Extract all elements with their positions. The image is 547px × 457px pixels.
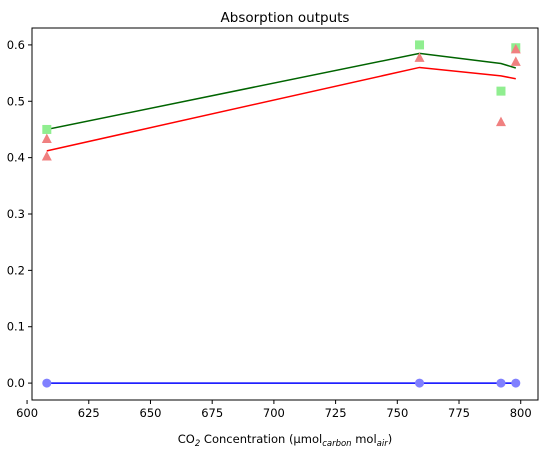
x-axis-label-end-sub: air xyxy=(377,439,389,449)
x-tick-label-700: 700 xyxy=(263,406,285,420)
circle-marker-3-1 xyxy=(42,378,52,388)
y-tick-label-0.4: 0.4 xyxy=(7,151,25,165)
x-tick-label-800: 800 xyxy=(510,406,532,420)
triangle-marker-2-4 xyxy=(495,116,506,127)
x-tick-label-725: 725 xyxy=(325,406,347,420)
y-axis-ticks: 0.0 0.1 0.2 0.3 0.4 0.5 0.6 xyxy=(7,38,32,390)
triangle-marker-2-6 xyxy=(510,56,521,66)
x-axis-label-middle: Concentration (μmol xyxy=(200,432,322,446)
marker-layer xyxy=(41,40,521,388)
x-axis-label-prefix-sub: 2 xyxy=(195,439,200,449)
y-tick-label-0.6: 0.6 xyxy=(7,38,25,52)
series-line-1 xyxy=(46,52,517,131)
x-tick-label-675: 675 xyxy=(201,406,223,420)
plot-background xyxy=(32,28,538,400)
x-axis-label-prefix: CO xyxy=(178,432,195,446)
x-tick-label-600: 600 xyxy=(16,406,38,420)
series-line-2 xyxy=(46,66,516,152)
circle-marker-3-2 xyxy=(415,378,425,388)
circle-marker-3-4 xyxy=(511,378,521,388)
x-axis-label-suffix: ) xyxy=(388,432,393,446)
triangle-marker-2-3 xyxy=(414,52,425,62)
x-axis-label-middle-sub: carbon xyxy=(322,439,351,449)
circle-marker-3-3 xyxy=(496,378,506,388)
y-tick-label-0.1: 0.1 xyxy=(7,320,25,334)
x-tick-label-625: 625 xyxy=(78,406,100,420)
triangle-marker-2-2 xyxy=(41,151,52,161)
y-tick-label-0.2: 0.2 xyxy=(7,263,25,277)
x-axis-ticks: 600 625 650 675 700 725 750 775 800 xyxy=(16,400,532,420)
x-tick-label-650: 650 xyxy=(140,406,162,420)
series-layer xyxy=(46,52,517,384)
y-tick-label-0: 0.0 xyxy=(7,376,25,390)
square-marker-1-1 xyxy=(42,124,52,134)
y-tick-label-0.3: 0.3 xyxy=(7,207,25,221)
triangle-marker-2-5 xyxy=(510,43,521,54)
square-marker-1-3 xyxy=(496,86,506,96)
chart-title: Absorption outputs xyxy=(221,10,350,26)
x-axis-label: CO2 Concentration (μmolcarbon molair) xyxy=(178,432,392,449)
x-tick-label-775: 775 xyxy=(448,406,470,420)
x-axis-label-middle2: mol xyxy=(352,432,377,446)
square-marker-1-2 xyxy=(415,40,425,50)
triangle-marker-2-1 xyxy=(41,133,52,144)
x-tick-label-750: 750 xyxy=(386,406,408,420)
y-tick-label-0.5: 0.5 xyxy=(7,94,25,108)
